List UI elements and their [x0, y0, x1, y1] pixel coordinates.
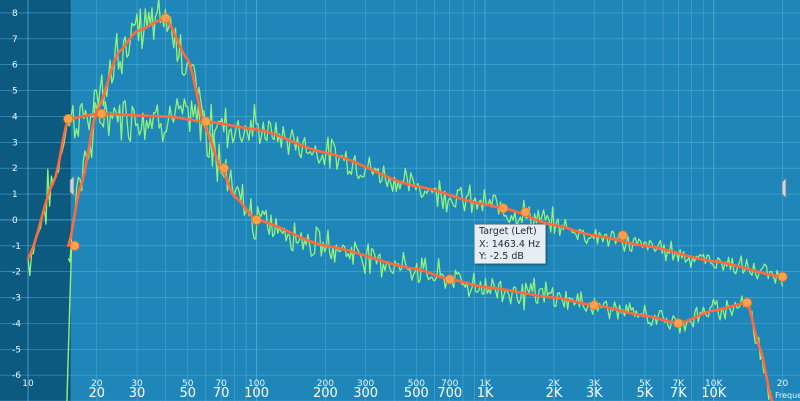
right-range-handle[interactable]: [781, 177, 787, 199]
x-tick-label: 50: [179, 386, 196, 401]
x-tick-label-small: 500: [408, 379, 425, 389]
eq-node[interactable]: [673, 318, 684, 329]
eq-node[interactable]: [218, 163, 229, 174]
eq-node[interactable]: [777, 271, 788, 282]
target-curve[interactable]: [26, 112, 784, 279]
eq-node[interactable]: [589, 300, 600, 311]
x-tick-label-small: 5K: [639, 379, 652, 389]
cursor-tooltip: Target (Left) X: 1463.4 Hz Y: -2.5 dB: [474, 224, 546, 264]
x-tick-label: 3K: [586, 386, 603, 401]
x-tick-label-small: 1K: [479, 379, 492, 389]
y-tick-label: 7: [12, 35, 18, 45]
x-tick-label-small: 300: [357, 379, 374, 389]
eq-node[interactable]: [69, 240, 80, 251]
eq-node[interactable]: [160, 13, 171, 24]
y-tick-label: 1: [12, 190, 18, 200]
x-tick-label-small: 2K: [548, 379, 561, 389]
x-tick-label: 10K: [701, 386, 727, 401]
excluded-band: [0, 0, 70, 401]
y-tick-label: -4: [12, 319, 21, 329]
eq-node[interactable]: [251, 214, 262, 225]
x-tick-label-small: 7K: [673, 379, 686, 389]
y-tick-label: 0: [12, 216, 18, 226]
x-tick-label-small: 700: [441, 379, 458, 389]
x-tick-label: 7K: [670, 386, 687, 401]
x-tick-label: 70: [213, 386, 230, 401]
eq-node[interactable]: [520, 207, 531, 218]
y-tick-label: -5: [12, 345, 21, 355]
left-range-handle[interactable]: [69, 175, 75, 197]
x-tick-label-small: 50: [182, 379, 194, 389]
x-tick-label: 20: [89, 386, 106, 401]
y-tick-label: -6: [12, 371, 21, 381]
eq-node[interactable]: [617, 230, 628, 241]
low-rolloff-trace: [66, 245, 73, 401]
eq-curves[interactable]: [26, 17, 784, 401]
x-tick-label: 500: [404, 386, 429, 401]
x-tick-label-small: 3K: [588, 379, 601, 389]
x-axis-labels: 10 20 30 50 70 100 200 300 500 700 1K 2K 3K 5K 7K 10K 20…: [22, 379, 788, 401]
x-tick-label-small: 30: [131, 379, 143, 389]
x-tick-label-small: 20: [777, 379, 789, 389]
x-tick-label: 300: [353, 386, 378, 401]
y-tick-label: -3: [12, 294, 21, 304]
eq-nodes[interactable]: [63, 13, 788, 329]
x-tick-label: 2K: [546, 386, 563, 401]
x-tick-label-small: 10K: [705, 379, 723, 389]
x-tick-label: 100: [244, 386, 269, 401]
tooltip-y-readout: Y: -2.5 dB: [479, 251, 524, 262]
x-tick-label-small: 20: [91, 379, 103, 389]
y-axis-labels: 8 7 6 5 4 3 2 1 0 -1 -2 -3 -4 -5 -6: [12, 9, 21, 381]
x-tick-label-small: 70: [215, 379, 227, 389]
x-tick-label: 5K: [637, 386, 654, 401]
tooltip-title: Target (Left): [479, 226, 537, 237]
x-tick-label: 700: [437, 386, 462, 401]
y-tick-label: 4: [12, 112, 18, 122]
y-tick-label: 6: [12, 61, 18, 71]
x-tick-label: 1K: [477, 386, 494, 401]
y-tick-label: 8: [12, 9, 18, 19]
eq-curve[interactable]: [67, 17, 774, 401]
x-tick-label-small: 10: [22, 379, 34, 389]
x-axis-label: Frequenc: [775, 391, 800, 400]
measurement-trace: [67, 0, 773, 401]
y-tick-label: 3: [12, 138, 18, 148]
eq-node[interactable]: [498, 203, 509, 214]
tooltip-x-readout: X: 1463.4 Hz: [479, 238, 541, 250]
x-tick-label-small: 200: [317, 379, 334, 389]
y-tick-label: -1: [12, 242, 21, 252]
y-tick-label: 2: [12, 164, 18, 174]
eq-node[interactable]: [63, 114, 74, 125]
eq-node[interactable]: [742, 297, 753, 308]
y-tick-label: 5: [12, 87, 18, 97]
eq-node[interactable]: [200, 116, 211, 127]
x-tick-label: 200: [313, 386, 338, 401]
x-tick-label-small: 100: [248, 379, 265, 389]
x-tick-label: 30: [129, 386, 146, 401]
eq-node[interactable]: [444, 274, 455, 285]
eq-node[interactable]: [96, 108, 107, 119]
y-tick-label: -2: [12, 268, 21, 278]
